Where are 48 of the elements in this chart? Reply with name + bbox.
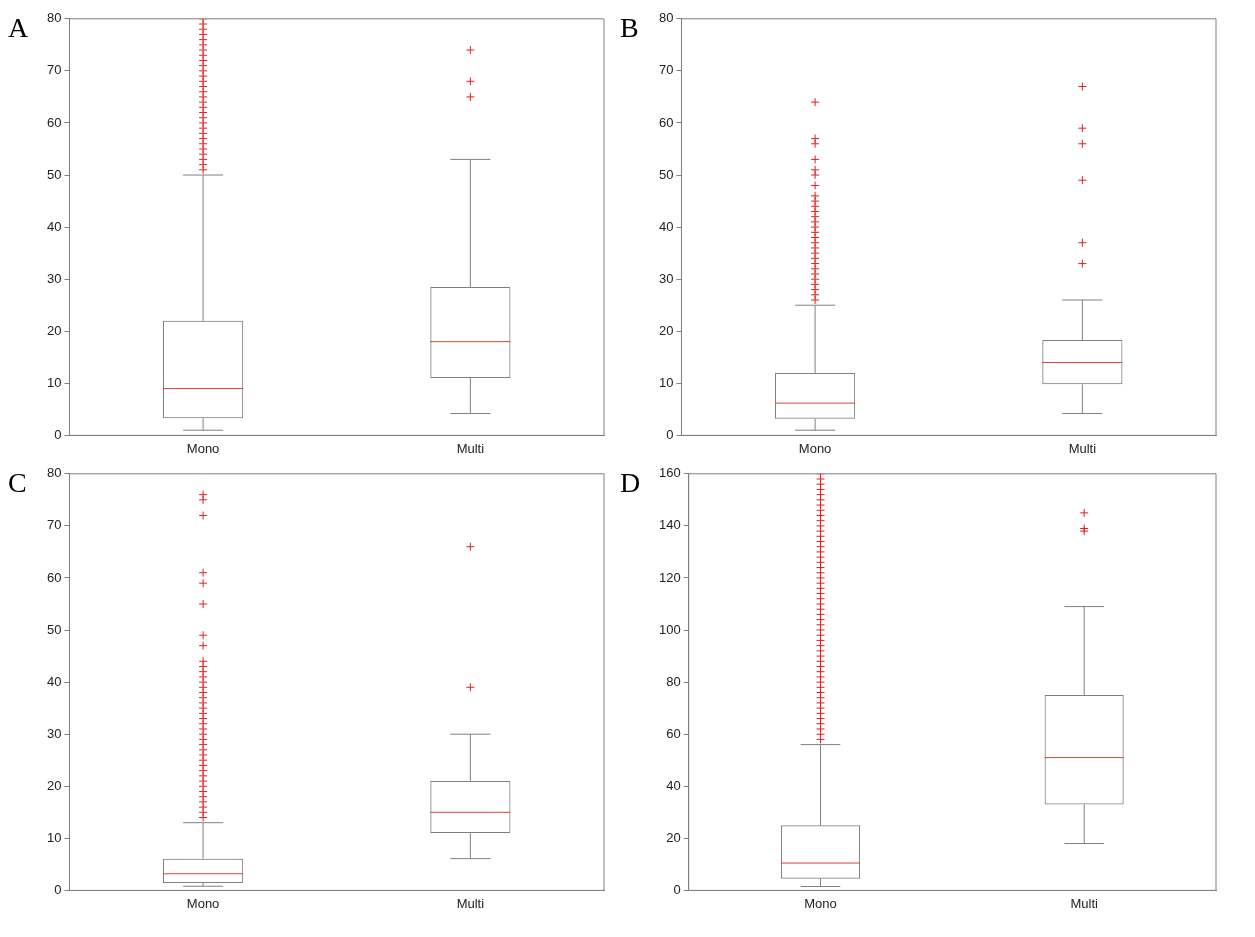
x-tick-label: Multi xyxy=(456,895,485,911)
y-tick-label: 40 xyxy=(46,218,62,234)
y-tick-label: 120 xyxy=(658,569,681,585)
y-tick-label: 50 xyxy=(46,621,62,637)
y-tick-label: 40 xyxy=(658,218,674,234)
y-tick-label: 0 xyxy=(666,426,674,442)
y-tick-label: 80 xyxy=(46,10,62,26)
y-tick-label: 30 xyxy=(46,725,62,741)
y-tick-label: 10 xyxy=(658,374,674,390)
y-tick-label: 20 xyxy=(666,829,681,845)
y-tick-label: 60 xyxy=(666,725,681,741)
y-tick-label: 40 xyxy=(666,777,681,793)
y-tick-label: 50 xyxy=(46,166,62,182)
x-tick-label: Mono xyxy=(804,895,837,911)
chart-title: D xyxy=(620,466,642,499)
y-tick-label: 80 xyxy=(658,10,674,26)
chart-title: C xyxy=(8,466,28,499)
x-tick-label: Mono xyxy=(186,895,220,911)
y-tick-label: 0 xyxy=(673,881,681,897)
x-tick-label: Multi xyxy=(1070,895,1099,911)
y-tick-label: 60 xyxy=(658,114,674,130)
y-tick-label: 80 xyxy=(46,465,62,481)
y-tick-label: 70 xyxy=(46,62,62,78)
y-tick-label: 50 xyxy=(658,166,674,182)
y-tick-label: 30 xyxy=(658,270,674,286)
y-tick-label: 10 xyxy=(46,829,62,845)
y-tick-label: 80 xyxy=(666,673,681,689)
chart-title: A xyxy=(8,11,30,44)
y-tick-label: 70 xyxy=(658,62,674,78)
y-tick-label: 100 xyxy=(658,621,681,637)
y-tick-label: 60 xyxy=(46,114,62,130)
x-tick-label: Multi xyxy=(1068,440,1097,456)
y-tick-label: 60 xyxy=(46,569,62,585)
y-tick-label: 140 xyxy=(658,517,681,533)
y-tick-label: 10 xyxy=(46,374,62,390)
chart-title: B xyxy=(620,11,640,44)
y-tick-label: 30 xyxy=(46,270,62,286)
y-tick-label: 0 xyxy=(54,426,62,442)
y-tick-label: 0 xyxy=(54,881,62,897)
y-tick-label: 20 xyxy=(658,322,674,338)
x-tick-label: Mono xyxy=(186,440,220,456)
y-tick-label: 20 xyxy=(46,322,62,338)
y-tick-label: 160 xyxy=(658,465,681,481)
x-tick-label: Multi xyxy=(456,440,485,456)
y-tick-label: 70 xyxy=(46,517,62,533)
y-tick-label: 20 xyxy=(46,777,62,793)
x-tick-label: Mono xyxy=(798,440,832,456)
y-tick-label: 40 xyxy=(46,673,62,689)
